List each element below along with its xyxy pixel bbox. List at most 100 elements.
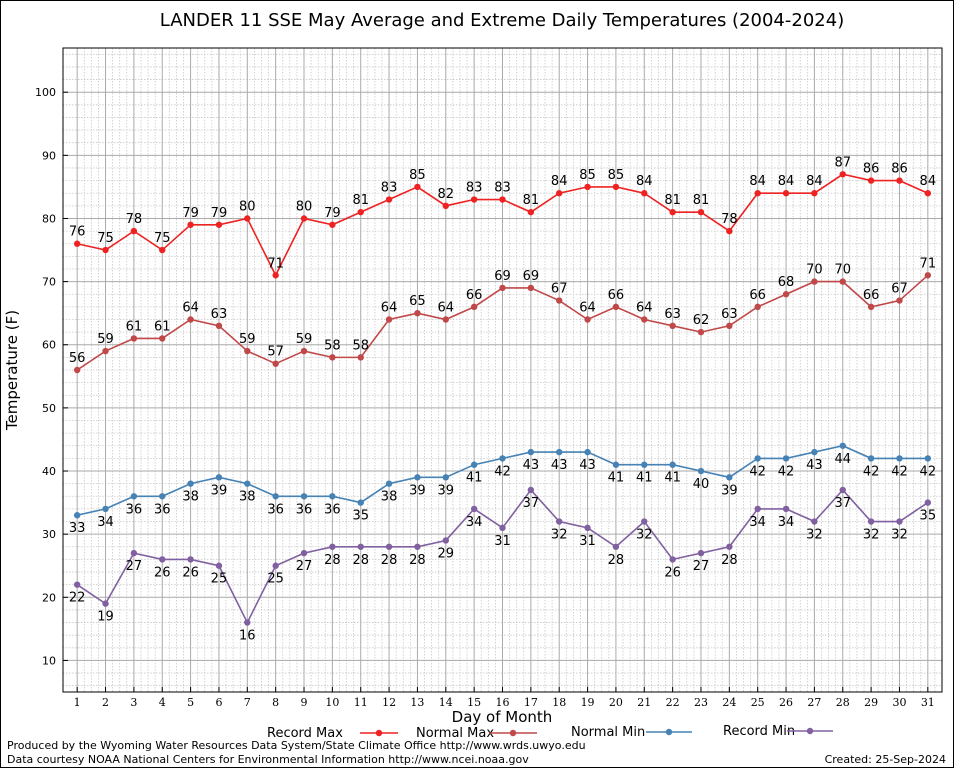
legend-item-normal-max: Normal Max bbox=[416, 726, 537, 741]
data-point-normal-min bbox=[867, 455, 875, 462]
data-label-normal-max: 56 bbox=[69, 351, 86, 366]
data-point-normal-max bbox=[414, 309, 421, 317]
x-tick-label: 24 bbox=[722, 696, 736, 709]
data-label-record-min: 28 bbox=[608, 553, 625, 568]
data-point-record-max bbox=[73, 240, 81, 247]
x-tick-label: 7 bbox=[244, 696, 251, 709]
data-label-normal-max: 63 bbox=[721, 307, 738, 322]
data-label-record-min: 29 bbox=[438, 546, 455, 561]
data-point-record-min bbox=[782, 505, 790, 513]
data-point-record-max bbox=[130, 227, 138, 235]
data-point-record-max bbox=[470, 196, 478, 203]
data-point-record-min bbox=[215, 562, 223, 569]
data-point-record-min bbox=[244, 619, 251, 626]
data-point-record-min bbox=[187, 556, 194, 563]
data-point-record-max bbox=[612, 183, 620, 191]
legend-label-record-min: Record Min bbox=[723, 724, 795, 739]
data-point-normal-min bbox=[612, 461, 620, 468]
data-point-record-max bbox=[641, 190, 648, 197]
data-point-record-min bbox=[499, 524, 506, 532]
x-tick-label: 18 bbox=[552, 696, 566, 709]
legend-marker-normal-max bbox=[509, 729, 517, 737]
footer-data-courtesy: Data courtesy NOAA National Centers for … bbox=[7, 753, 529, 766]
data-label-record-min: 25 bbox=[267, 572, 284, 587]
data-point-normal-min bbox=[697, 467, 705, 475]
data-label-record-min: 34 bbox=[466, 515, 483, 530]
data-label-normal-max: 70 bbox=[834, 263, 851, 278]
data-point-normal-max bbox=[385, 316, 393, 323]
legend-item-record-min: Record Min bbox=[723, 724, 833, 739]
data-label-normal-min: 41 bbox=[664, 471, 681, 486]
x-tick-label: 1 bbox=[74, 696, 81, 709]
legend-marker-normal-min bbox=[665, 728, 673, 736]
data-point-record-max bbox=[867, 177, 875, 184]
y-tick-label: 80 bbox=[42, 212, 56, 225]
data-label-normal-max: 64 bbox=[438, 300, 455, 315]
data-label-normal-min: 42 bbox=[494, 464, 511, 479]
data-point-record-max bbox=[159, 246, 166, 254]
data-point-record-min bbox=[357, 543, 364, 550]
data-point-record-min bbox=[867, 518, 875, 525]
data-label-normal-max: 69 bbox=[523, 269, 540, 284]
data-label-record-min: 27 bbox=[693, 559, 710, 574]
data-point-normal-min bbox=[130, 493, 138, 500]
data-point-record-max bbox=[329, 221, 336, 228]
series-normal-min: 33 34 36 36 38 39 38 36 36 36 35 38 39 39 41 42 43 43 43 41… bbox=[69, 442, 936, 536]
data-point-record-min bbox=[272, 562, 279, 569]
data-point-normal-max bbox=[102, 347, 109, 355]
data-label-normal-min: 36 bbox=[324, 502, 341, 517]
data-point-normal-min bbox=[811, 448, 818, 456]
data-point-normal-min bbox=[442, 474, 449, 481]
data-point-record-max bbox=[584, 183, 591, 191]
data-label-record-min: 32 bbox=[636, 528, 653, 543]
footer-produced-by: Produced by the Wyoming Water Resources … bbox=[7, 739, 586, 752]
data-label-normal-max: 68 bbox=[778, 275, 795, 290]
data-point-normal-min bbox=[470, 461, 478, 468]
data-point-normal-max bbox=[215, 322, 223, 330]
data-label-record-max: 83 bbox=[494, 181, 511, 196]
data-point-record-min bbox=[159, 556, 166, 563]
legend-item-record-max: Record Max bbox=[267, 726, 398, 741]
data-point-normal-max bbox=[556, 297, 563, 304]
data-point-normal-min bbox=[896, 455, 903, 462]
data-label-record-min: 26 bbox=[664, 565, 681, 580]
data-point-record-min bbox=[896, 518, 903, 525]
data-label-record-max: 86 bbox=[863, 162, 880, 177]
data-label-record-min: 26 bbox=[182, 565, 199, 580]
data-label-record-min: 31 bbox=[494, 534, 511, 549]
data-label-record-min: 27 bbox=[126, 559, 143, 574]
data-point-normal-min bbox=[385, 480, 393, 487]
legend-marker-record-min bbox=[806, 727, 814, 735]
data-label-record-max: 80 bbox=[239, 199, 256, 214]
data-point-record-min bbox=[641, 518, 648, 525]
x-tick-label: 21 bbox=[637, 696, 651, 709]
data-label-record-max: 85 bbox=[608, 168, 625, 183]
data-point-record-min bbox=[811, 518, 818, 525]
legend-label-normal-min: Normal Min bbox=[571, 725, 645, 740]
y-tick-label: 100 bbox=[35, 86, 56, 99]
x-tick-label: 23 bbox=[694, 696, 708, 709]
data-label-record-max: 83 bbox=[381, 181, 398, 196]
data-point-record-min bbox=[612, 543, 620, 550]
data-point-record-min bbox=[73, 581, 81, 588]
data-label-record-max: 75 bbox=[154, 231, 171, 246]
data-label-record-min: 16 bbox=[239, 629, 256, 644]
data-point-normal-min bbox=[272, 493, 279, 500]
legend-marker-record-max bbox=[375, 729, 383, 737]
data-point-normal-max bbox=[272, 360, 279, 367]
data-point-normal-min bbox=[527, 448, 535, 456]
data-label-record-max: 71 bbox=[267, 256, 284, 271]
y-tick-label: 10 bbox=[42, 654, 56, 667]
x-tick-label: 26 bbox=[779, 696, 793, 709]
data-point-normal-min bbox=[924, 455, 932, 462]
data-label-record-max: 80 bbox=[296, 199, 313, 214]
data-label-normal-min: 38 bbox=[182, 490, 199, 505]
data-point-record-min bbox=[385, 543, 393, 550]
x-tick-label: 29 bbox=[864, 696, 878, 709]
data-label-record-min: 27 bbox=[296, 559, 313, 574]
data-label-record-min: 34 bbox=[749, 515, 766, 530]
data-point-record-max bbox=[811, 190, 818, 197]
data-point-record-min bbox=[726, 543, 733, 550]
